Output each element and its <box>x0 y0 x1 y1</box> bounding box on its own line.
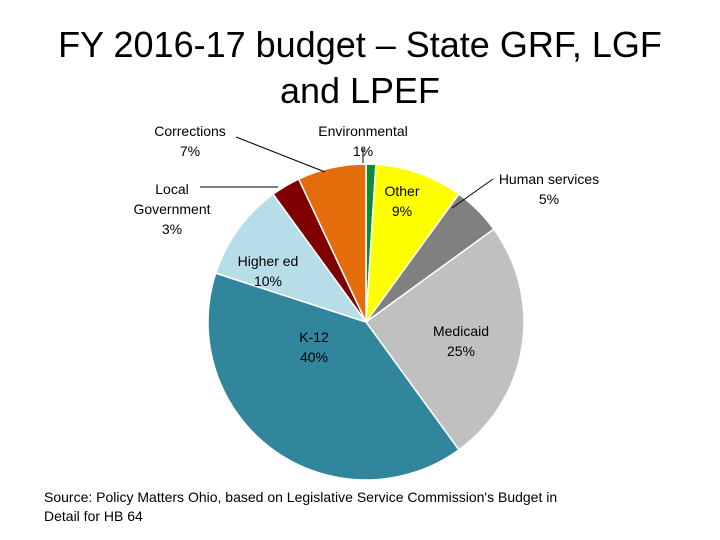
leader-line-human-services <box>451 178 494 209</box>
pie-slice-k12 <box>207 272 460 481</box>
slice-label-medicaid: Medicaid 25% <box>433 323 489 359</box>
slice-label-human-services: Human services 5% <box>499 171 599 207</box>
slice-label-local-government: Local Government 3% <box>133 181 210 237</box>
slice-label-other: Other 9% <box>384 183 419 219</box>
pie-slices <box>207 163 525 481</box>
chart-title-line-2: and LPEF <box>279 70 441 111</box>
slice-label-environmental: Environmental 1% <box>318 123 408 159</box>
pie-slice-other <box>365 163 460 325</box>
pie-slice-higher-ed <box>214 193 368 324</box>
source-line-2: Detail for HB 64 <box>44 508 143 524</box>
slice-label-corrections: Corrections 7% <box>154 123 226 159</box>
slice-label-higher-ed: Higher ed 10% <box>238 253 299 289</box>
leader-line-corrections <box>235 136 326 173</box>
source-line-1: Source: Policy Matters Ohio, based on Le… <box>44 489 558 505</box>
chart-title-line-1: FY 2016-17 budget – State GRF, LGF <box>58 24 662 65</box>
slice-label-k12: K-12 40% <box>299 329 329 365</box>
pie-slice-medicaid <box>364 228 525 451</box>
leader-lines <box>200 136 494 209</box>
pie-slice-corrections <box>297 163 367 323</box>
source-note: Source: Policy Matters Ohio, based on Le… <box>44 488 684 526</box>
chart-title: FY 2016-17 budget – State GRF, LGF and L… <box>40 22 680 114</box>
slice-labels: Environmental 1% Other 9% Human services 5% Me… <box>133 123 599 365</box>
